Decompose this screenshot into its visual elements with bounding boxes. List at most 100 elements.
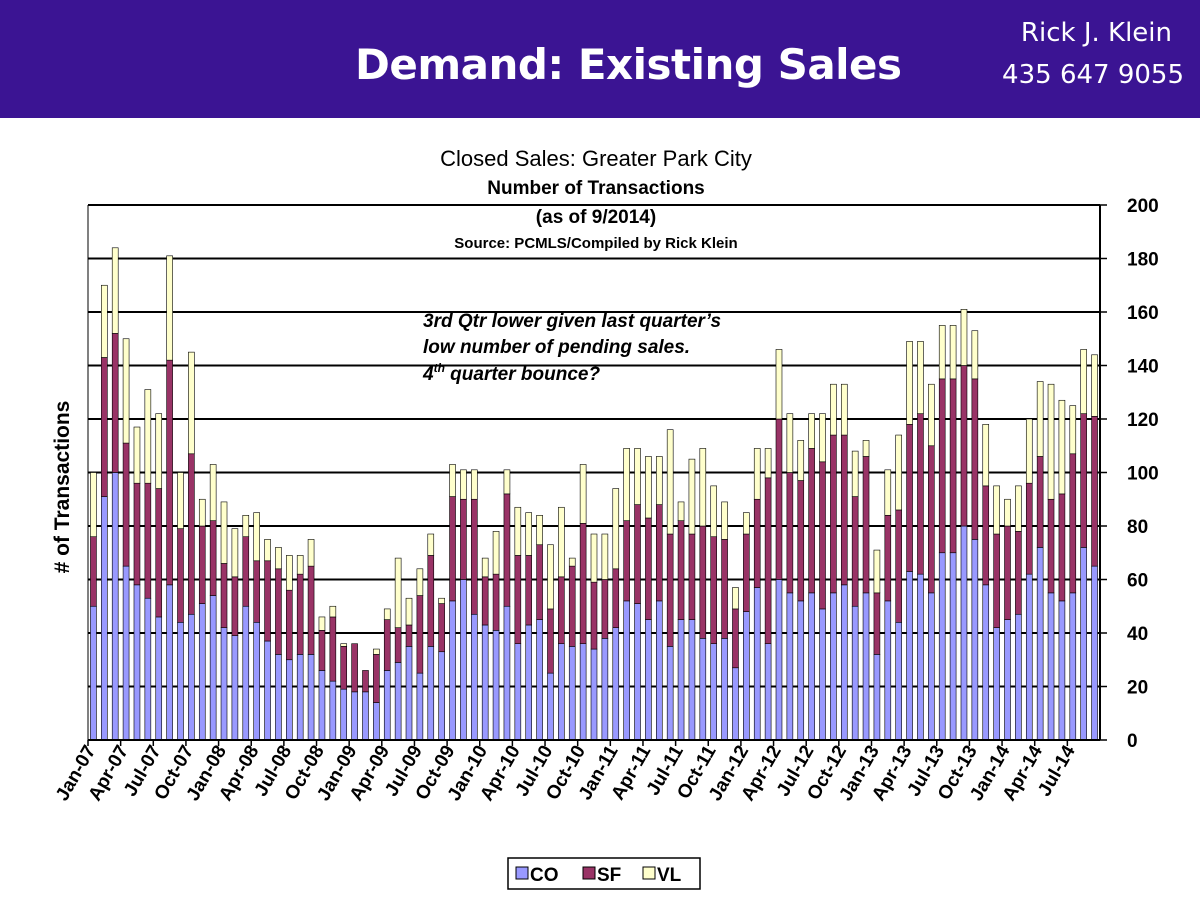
annotation-line-1: 3rd Qtr lower given last quarter’s: [423, 311, 721, 332]
bar-vl-Oct-07: [188, 351, 195, 455]
bar-co-May-14: [1047, 592, 1055, 741]
bar-vl-Jan-08: [220, 501, 228, 564]
bar-vl-Jun-13: [928, 383, 935, 447]
bar-vl-Dec-11: [732, 587, 739, 610]
bar-co-Nov-10: [590, 648, 598, 741]
bar-sf-Apr-07: [122, 442, 130, 567]
bar-sf-Feb-07: [101, 357, 108, 497]
bar-co-Apr-08: [253, 621, 260, 741]
bar-vl-Jul-09: [416, 568, 424, 596]
bar-sf-Jun-14: [1058, 493, 1066, 602]
y-tick-labels: 0 20 40 60 80 100 120 140 160 180 200: [1127, 196, 1159, 752]
bar-sf-Feb-11: [623, 520, 630, 602]
bar-vl-Feb-08: [231, 528, 239, 578]
bar-co-Mar-13: [895, 621, 902, 741]
bar-sf-Mar-13: [895, 509, 902, 623]
bar-vl-Sep-11: [699, 448, 707, 527]
bar-sf-Jun-09: [405, 624, 413, 647]
bar-sf-May-08: [264, 560, 271, 642]
bar-sf-Dec-13: [993, 533, 1000, 628]
bar-vl-Jul-11: [677, 501, 685, 521]
bar-co-Aug-09: [427, 646, 435, 741]
bar-vl-May-08: [264, 539, 271, 562]
bar-vl-Feb-11: [623, 448, 630, 521]
y-tick-label: 0: [1127, 731, 1138, 752]
bar-sf-Nov-12: [851, 496, 859, 607]
bar-sf-Sep-11: [699, 525, 707, 639]
bar-vl-Dec-12: [862, 440, 870, 457]
bar-co-Jan-10: [481, 624, 489, 741]
bar-sf-Mar-08: [242, 536, 250, 607]
bar-sf-Jan-12: [743, 533, 750, 612]
bar-vl-May-11: [655, 456, 663, 505]
bar-vl-Feb-13: [884, 469, 892, 516]
bar-vl-Jun-07: [144, 389, 152, 484]
bar-vl-May-09: [394, 557, 402, 628]
chart-title: Closed Sales: Greater Park City: [440, 146, 752, 171]
bar-co-Apr-12: [775, 579, 783, 741]
y-axis-label: # of Transactions: [51, 401, 74, 574]
bar-sf-Jun-10: [536, 544, 543, 620]
bar-sf-Nov-13: [982, 485, 990, 586]
bar-vl-Jul-07: [155, 413, 163, 489]
bar-sf-Oct-11: [710, 536, 717, 645]
bar-co-Oct-12: [840, 584, 848, 741]
bar-co-Aug-07: [166, 584, 173, 741]
bar-sf-Jun-11: [666, 533, 674, 647]
bar-co-Apr-10: [514, 643, 522, 741]
bar-vl-Mar-14: [1025, 418, 1033, 484]
bar-co-Oct-13: [971, 539, 979, 741]
bar-sf-Oct-09: [449, 496, 456, 602]
bar-vl-Aug-11: [688, 458, 696, 535]
bar-sf-Nov-07: [198, 525, 206, 604]
bar-sf-Jul-11: [677, 520, 685, 620]
bar-vl-Sep-08: [307, 539, 315, 567]
bar-vl-Mar-12: [764, 448, 772, 479]
bar-vl-Nov-10: [590, 533, 598, 583]
bar-co-Apr-09: [383, 670, 391, 741]
bar-sf-Aug-14: [1080, 413, 1087, 548]
bar-vl-May-07: [133, 426, 141, 484]
bar-sf-Sep-14: [1091, 416, 1098, 567]
bar-vl-Oct-09: [449, 464, 456, 497]
annotation-line-3-suffix: quarter bounce?: [445, 364, 601, 385]
bar-vl-Aug-14: [1080, 349, 1087, 414]
bar-co-May-07: [133, 584, 141, 741]
bar-sf-May-07: [133, 482, 141, 586]
bar-vl-Feb-12: [753, 448, 761, 500]
bar-sf-May-13: [917, 413, 924, 575]
bar-sf-May-12: [786, 472, 794, 594]
bar-co-Jun-10: [536, 619, 543, 741]
bar-sf-Nov-10: [590, 581, 598, 650]
legend-label-sf: SF: [597, 865, 621, 886]
bar-co-Apr-07: [122, 565, 130, 741]
bar-co-May-10: [525, 624, 532, 741]
bar-co-Oct-09: [449, 600, 456, 741]
bar-co-Mar-08: [242, 605, 250, 741]
closed-sales-chart: 0 20 40 60 80 100 120 140 160 180 200 Jan-07Apr-07…: [51, 146, 1159, 890]
bar-co-Jun-07: [144, 597, 152, 741]
bar-co-Dec-09: [471, 613, 478, 741]
bar-sf-Jul-10: [547, 608, 554, 674]
bar-vl-Sep-10: [568, 557, 576, 567]
bar-sf-Apr-08: [253, 560, 260, 623]
bar-vl-Sep-14: [1091, 354, 1098, 417]
bar-co-May-09: [394, 662, 402, 741]
bar-vl-Dec-08: [340, 643, 348, 647]
bar-co-Apr-11: [645, 619, 652, 741]
bar-vl-Jul-14: [1069, 405, 1077, 455]
y-tick-label: 60: [1127, 571, 1148, 592]
bar-vl-Mar-13: [895, 434, 902, 511]
bar-sf-Mar-10: [503, 493, 511, 607]
bar-vl-Jun-12: [797, 440, 805, 481]
bar-vl-Apr-14: [1036, 381, 1044, 457]
bar-sf-Dec-07: [209, 520, 217, 596]
bar-co-Mar-07: [111, 472, 119, 741]
bar-sf-Feb-13: [884, 514, 892, 602]
bar-vl-Nov-11: [721, 501, 728, 540]
bar-vl-Jul-10: [547, 544, 554, 610]
bar-co-Feb-08: [231, 635, 239, 741]
bar-sf-Jan-14: [1004, 525, 1011, 620]
bar-co-Dec-12: [862, 592, 870, 741]
bar-co-Aug-10: [558, 643, 565, 741]
